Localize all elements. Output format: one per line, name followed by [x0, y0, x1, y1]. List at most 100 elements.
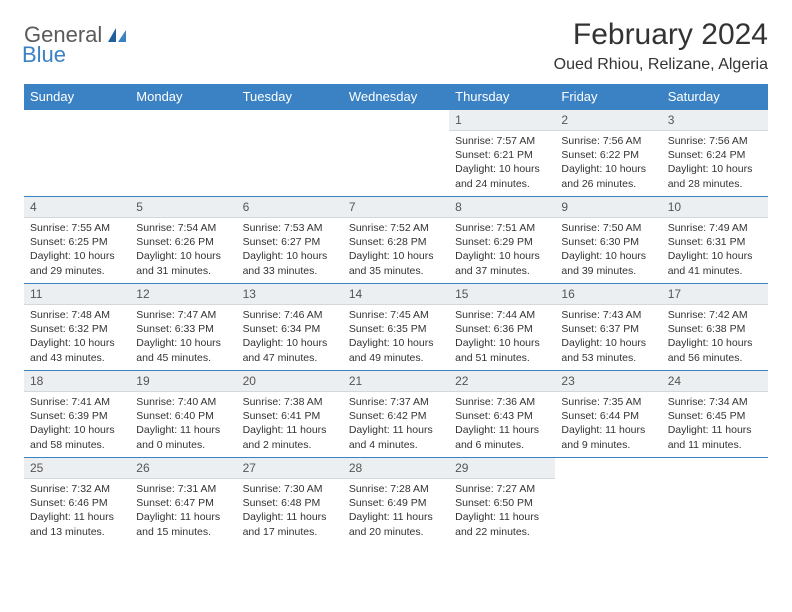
day-number: 5	[130, 197, 236, 218]
calendar-week: 4Sunrise: 7:55 AMSunset: 6:25 PMDaylight…	[24, 197, 768, 284]
calendar-body: 1Sunrise: 7:57 AMSunset: 6:21 PMDaylight…	[24, 110, 768, 545]
sunrise-text: Sunrise: 7:37 AM	[349, 395, 443, 409]
sunset-text: Sunset: 6:22 PM	[561, 148, 655, 162]
day-number: 1	[449, 110, 555, 131]
sunrise-text: Sunrise: 7:53 AM	[243, 221, 337, 235]
day-data: Sunrise: 7:46 AMSunset: 6:34 PMDaylight:…	[237, 305, 343, 368]
sunrise-text: Sunrise: 7:42 AM	[668, 308, 762, 322]
day-number: 16	[555, 284, 661, 305]
day-number: 19	[130, 371, 236, 392]
sunset-text: Sunset: 6:28 PM	[349, 235, 443, 249]
calendar-cell: 26Sunrise: 7:31 AMSunset: 6:47 PMDayligh…	[130, 458, 236, 545]
daylight-text: Daylight: 11 hours and 20 minutes.	[349, 510, 443, 538]
calendar-week: 1Sunrise: 7:57 AMSunset: 6:21 PMDaylight…	[24, 110, 768, 197]
sunset-text: Sunset: 6:40 PM	[136, 409, 230, 423]
sunset-text: Sunset: 6:47 PM	[136, 496, 230, 510]
calendar-cell: 2 Sunrise: 7:56 AMSunset: 6:22 PMDaylight…	[555, 110, 661, 197]
day-data: Sunrise: 7:43 AMSunset: 6:37 PMDaylight:…	[555, 305, 661, 368]
sunrise-text: Sunrise: 7:51 AM	[455, 221, 549, 235]
day-number: 27	[237, 458, 343, 479]
sunrise-text: Sunrise: 7:46 AM	[243, 308, 337, 322]
day-data: Sunrise: 7:49 AMSunset: 6:31 PMDaylight:…	[662, 218, 768, 281]
day-number: 22	[449, 371, 555, 392]
calendar-cell: 21Sunrise: 7:37 AMSunset: 6:42 PMDayligh…	[343, 371, 449, 458]
daylight-text: Daylight: 10 hours and 47 minutes.	[243, 336, 337, 364]
sunrise-text: Sunrise: 7:47 AM	[136, 308, 230, 322]
day-data: Sunrise: 7:28 AMSunset: 6:49 PMDaylight:…	[343, 479, 449, 542]
sunset-text: Sunset: 6:44 PM	[561, 409, 655, 423]
sunrise-text: Sunrise: 7:55 AM	[30, 221, 124, 235]
sunrise-text: Sunrise: 7:34 AM	[668, 395, 762, 409]
day-data: Sunrise: 7:53 AMSunset: 6:27 PMDaylight:…	[237, 218, 343, 281]
daylight-text: Daylight: 11 hours and 0 minutes.	[136, 423, 230, 451]
day-number: 29	[449, 458, 555, 479]
day-number: 23	[555, 371, 661, 392]
daylight-text: Daylight: 10 hours and 41 minutes.	[668, 249, 762, 277]
sunrise-text: Sunrise: 7:56 AM	[561, 134, 655, 148]
calendar-cell: 3Sunrise: 7:56 AMSunset: 6:24 PMDaylight…	[662, 110, 768, 197]
calendar-cell: 17Sunrise: 7:42 AMSunset: 6:38 PMDayligh…	[662, 284, 768, 371]
sunrise-text: Sunrise: 7:48 AM	[30, 308, 124, 322]
daylight-text: Daylight: 11 hours and 13 minutes.	[30, 510, 124, 538]
calendar-cell: 24Sunrise: 7:34 AMSunset: 6:45 PMDayligh…	[662, 371, 768, 458]
calendar-cell	[24, 110, 130, 197]
calendar-cell: 29Sunrise: 7:27 AMSunset: 6:50 PMDayligh…	[449, 458, 555, 545]
day-data: Sunrise: 7:34 AMSunset: 6:45 PMDaylight:…	[662, 392, 768, 455]
sunrise-text: Sunrise: 7:28 AM	[349, 482, 443, 496]
sunset-text: Sunset: 6:26 PM	[136, 235, 230, 249]
day-number: 10	[662, 197, 768, 218]
sunrise-text: Sunrise: 7:57 AM	[455, 134, 549, 148]
calendar-cell	[555, 458, 661, 545]
day-number: 9	[555, 197, 661, 218]
sunset-text: Sunset: 6:37 PM	[561, 322, 655, 336]
calendar-cell: 15Sunrise: 7:44 AMSunset: 6:36 PMDayligh…	[449, 284, 555, 371]
calendar-cell: 9Sunrise: 7:50 AMSunset: 6:30 PMDaylight…	[555, 197, 661, 284]
day-data: Sunrise: 7:50 AMSunset: 6:30 PMDaylight:…	[555, 218, 661, 281]
calendar-cell	[662, 458, 768, 545]
calendar-cell: 22Sunrise: 7:36 AMSunset: 6:43 PMDayligh…	[449, 371, 555, 458]
calendar-cell: 28Sunrise: 7:28 AMSunset: 6:49 PMDayligh…	[343, 458, 449, 545]
dow-thursday: Thursday	[449, 84, 555, 110]
day-data: Sunrise: 7:45 AMSunset: 6:35 PMDaylight:…	[343, 305, 449, 368]
sunrise-text: Sunrise: 7:56 AM	[668, 134, 762, 148]
daylight-text: Daylight: 10 hours and 29 minutes.	[30, 249, 124, 277]
month-title: February 2024	[554, 18, 768, 52]
calendar-week: 18Sunrise: 7:41 AMSunset: 6:39 PMDayligh…	[24, 371, 768, 458]
day-data: Sunrise: 7:40 AMSunset: 6:40 PMDaylight:…	[130, 392, 236, 455]
calendar-cell: 6Sunrise: 7:53 AMSunset: 6:27 PMDaylight…	[237, 197, 343, 284]
sunset-text: Sunset: 6:46 PM	[30, 496, 124, 510]
sunrise-text: Sunrise: 7:54 AM	[136, 221, 230, 235]
logo-text-2: Blue	[22, 42, 66, 67]
daylight-text: Daylight: 10 hours and 37 minutes.	[455, 249, 549, 277]
daylight-text: Daylight: 11 hours and 4 minutes.	[349, 423, 443, 451]
calendar-cell: 10Sunrise: 7:49 AMSunset: 6:31 PMDayligh…	[662, 197, 768, 284]
day-data: Sunrise: 7:52 AMSunset: 6:28 PMDaylight:…	[343, 218, 449, 281]
header: General February 2024 Oued Rhiou, Reliza…	[24, 18, 768, 74]
daylight-text: Daylight: 10 hours and 33 minutes.	[243, 249, 337, 277]
sunset-text: Sunset: 6:29 PM	[455, 235, 549, 249]
daylight-text: Daylight: 10 hours and 35 minutes.	[349, 249, 443, 277]
dow-tuesday: Tuesday	[237, 84, 343, 110]
sunset-text: Sunset: 6:50 PM	[455, 496, 549, 510]
calendar-week: 25Sunrise: 7:32 AMSunset: 6:46 PMDayligh…	[24, 458, 768, 545]
day-data: Sunrise: 7:32 AMSunset: 6:46 PMDaylight:…	[24, 479, 130, 542]
calendar-cell: 27Sunrise: 7:30 AMSunset: 6:48 PMDayligh…	[237, 458, 343, 545]
day-data: Sunrise: 7:41 AMSunset: 6:39 PMDaylight:…	[24, 392, 130, 455]
day-number: 2	[555, 110, 661, 131]
day-number: 20	[237, 371, 343, 392]
sunset-text: Sunset: 6:34 PM	[243, 322, 337, 336]
sunrise-text: Sunrise: 7:49 AM	[668, 221, 762, 235]
daylight-text: Daylight: 10 hours and 49 minutes.	[349, 336, 443, 364]
dow-saturday: Saturday	[662, 84, 768, 110]
calendar-cell	[237, 110, 343, 197]
daylight-text: Daylight: 10 hours and 26 minutes.	[561, 162, 655, 190]
daylight-text: Daylight: 11 hours and 11 minutes.	[668, 423, 762, 451]
day-data: Sunrise: 7:51 AMSunset: 6:29 PMDaylight:…	[449, 218, 555, 281]
daylight-text: Daylight: 11 hours and 22 minutes.	[455, 510, 549, 538]
calendar-cell: 4Sunrise: 7:55 AMSunset: 6:25 PMDaylight…	[24, 197, 130, 284]
calendar-week: 11Sunrise: 7:48 AMSunset: 6:32 PMDayligh…	[24, 284, 768, 371]
sunrise-text: Sunrise: 7:32 AM	[30, 482, 124, 496]
title-block: February 2024 Oued Rhiou, Relizane, Alge…	[554, 18, 768, 74]
sunrise-text: Sunrise: 7:41 AM	[30, 395, 124, 409]
day-data: Sunrise: 7:35 AMSunset: 6:44 PMDaylight:…	[555, 392, 661, 455]
